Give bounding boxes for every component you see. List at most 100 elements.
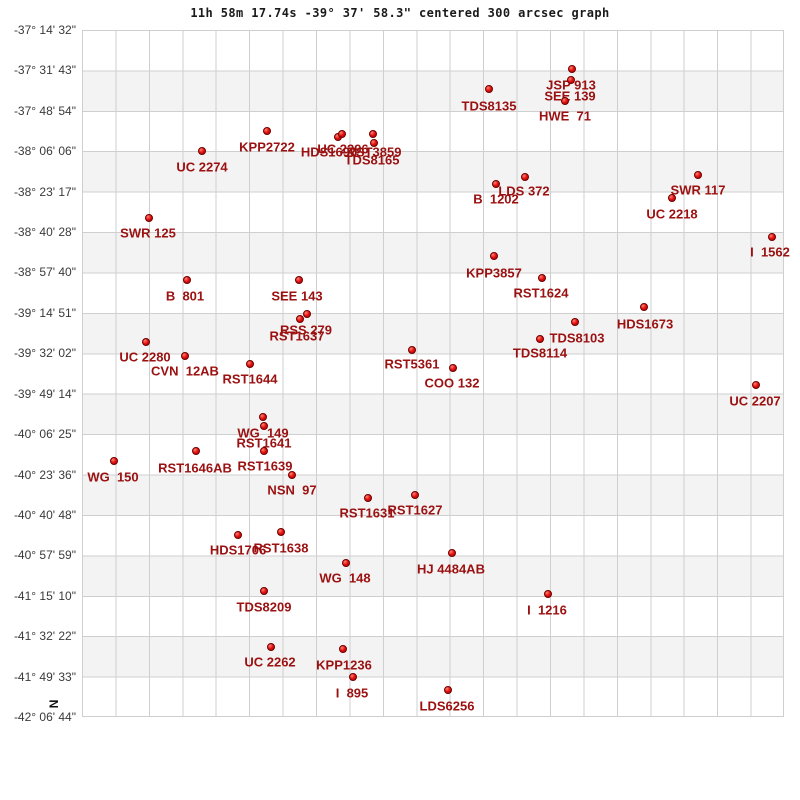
- star-label: KPP3857: [466, 265, 522, 281]
- star-point[interactable]: [536, 335, 544, 343]
- star-point[interactable]: [492, 180, 500, 188]
- dec-tick-label: -41° 15' 10": [13, 588, 76, 603]
- dec-tick-label: -40° 23' 36": [13, 467, 76, 482]
- star-label: KPP1236: [316, 657, 372, 673]
- star-point[interactable]: [342, 559, 350, 567]
- star-label: HDS1706: [209, 542, 267, 558]
- star-point[interactable]: [411, 491, 419, 499]
- star-point[interactable]: [145, 214, 153, 222]
- dec-tick-label: -42° 06' 44": [13, 710, 76, 724]
- star-point[interactable]: [349, 673, 357, 681]
- star-label: UC 2262: [244, 654, 296, 670]
- star-point[interactable]: [571, 318, 579, 326]
- star-point[interactable]: [521, 173, 529, 181]
- star-point[interactable]: [408, 346, 416, 354]
- star-point[interactable]: [263, 127, 271, 135]
- star-label: I 895: [335, 685, 369, 701]
- star-point[interactable]: [544, 590, 552, 598]
- star-label: I 1562: [750, 244, 790, 260]
- star-label: RST1631: [339, 505, 395, 521]
- star-label: RST1639: [237, 458, 293, 474]
- star-point[interactable]: [277, 528, 285, 536]
- star-label: LDS 372: [498, 183, 550, 199]
- star-label: HJ 4484AB: [417, 561, 485, 577]
- star-point[interactable]: [234, 531, 242, 539]
- north-indicator: N: [46, 699, 61, 709]
- star-label: HDS1673: [616, 316, 674, 332]
- dec-tick-label: -37° 48' 54": [13, 103, 76, 118]
- star-label: TDS8135: [461, 98, 517, 114]
- dec-tick-label: -40° 06' 25": [13, 427, 76, 442]
- dec-tick-label: -38° 23' 17": [13, 184, 76, 199]
- star-point[interactable]: [288, 471, 296, 479]
- star-label: RST1644: [222, 371, 278, 387]
- star-point[interactable]: [339, 645, 347, 653]
- star-point[interactable]: [338, 130, 346, 138]
- star-point[interactable]: [694, 171, 702, 179]
- star-point[interactable]: [752, 381, 760, 389]
- star-point[interactable]: [538, 274, 546, 282]
- star-point[interactable]: [260, 447, 268, 455]
- star-label: COO 132: [424, 375, 480, 391]
- star-point[interactable]: [142, 338, 150, 346]
- star-point[interactable]: [260, 587, 268, 595]
- star-label: UC 2274: [176, 159, 228, 175]
- plot-area: [82, 30, 784, 717]
- star-point[interactable]: [561, 97, 569, 105]
- star-point[interactable]: [192, 447, 200, 455]
- star-point[interactable]: [296, 315, 304, 323]
- star-label: HWE 71: [538, 108, 592, 124]
- star-point[interactable]: [364, 494, 372, 502]
- star-point[interactable]: [448, 549, 456, 557]
- star-label: TDS8209: [236, 599, 292, 615]
- star-label: UC 2218: [646, 206, 698, 222]
- star-point[interactable]: [295, 276, 303, 284]
- star-label: SWR 125: [120, 225, 176, 241]
- star-point[interactable]: [370, 139, 378, 147]
- star-point[interactable]: [267, 643, 275, 651]
- star-label: RST5361: [384, 356, 440, 372]
- star-label: UC 2207: [729, 393, 781, 409]
- dec-tick-label: -41° 49' 33": [13, 669, 76, 684]
- star-point[interactable]: [449, 364, 457, 372]
- star-point[interactable]: [567, 76, 575, 84]
- star-label: HDS1690: [300, 144, 358, 160]
- star-point[interactable]: [640, 303, 648, 311]
- star-label: JSP 913: [546, 77, 596, 93]
- star-point[interactable]: [668, 194, 676, 202]
- star-label: WG 148: [319, 570, 371, 586]
- dec-tick-label: -38° 57' 40": [13, 265, 76, 280]
- star-label: RST1646AB: [158, 460, 232, 476]
- star-label: B 801: [165, 288, 205, 304]
- dec-tick-label: -39° 14' 51": [13, 305, 76, 320]
- star-point[interactable]: [181, 352, 189, 360]
- star-point[interactable]: [110, 457, 118, 465]
- star-point[interactable]: [444, 686, 452, 694]
- dec-tick-label: -39° 49' 14": [13, 386, 76, 401]
- dec-tick-label: -37° 14' 32": [13, 23, 76, 37]
- star-point[interactable]: [303, 310, 311, 318]
- star-point[interactable]: [259, 413, 267, 421]
- star-point[interactable]: [768, 233, 776, 241]
- star-label: RST1624: [513, 285, 569, 301]
- star-label: RST1637: [269, 328, 325, 344]
- star-point[interactable]: [490, 252, 498, 260]
- star-label: RST1638: [253, 540, 309, 556]
- dec-tick-label: -40° 40' 48": [13, 507, 76, 522]
- star-point[interactable]: [568, 65, 576, 73]
- star-point[interactable]: [485, 85, 493, 93]
- dec-tick-label: -38° 40' 28": [13, 225, 76, 240]
- star-label: KPP2722: [239, 139, 295, 155]
- star-label: TDS8103: [549, 330, 605, 346]
- dec-tick-label: -38° 06' 06": [13, 144, 76, 159]
- star-point[interactable]: [198, 147, 206, 155]
- star-label: LDS6256: [419, 698, 475, 714]
- star-point[interactable]: [246, 360, 254, 368]
- star-label: WG 150: [87, 469, 139, 485]
- star-label: WG 149: [237, 425, 289, 441]
- star-point[interactable]: [369, 130, 377, 138]
- star-point[interactable]: [183, 276, 191, 284]
- star-point[interactable]: [260, 422, 268, 430]
- star-label: RSS 279: [279, 322, 333, 338]
